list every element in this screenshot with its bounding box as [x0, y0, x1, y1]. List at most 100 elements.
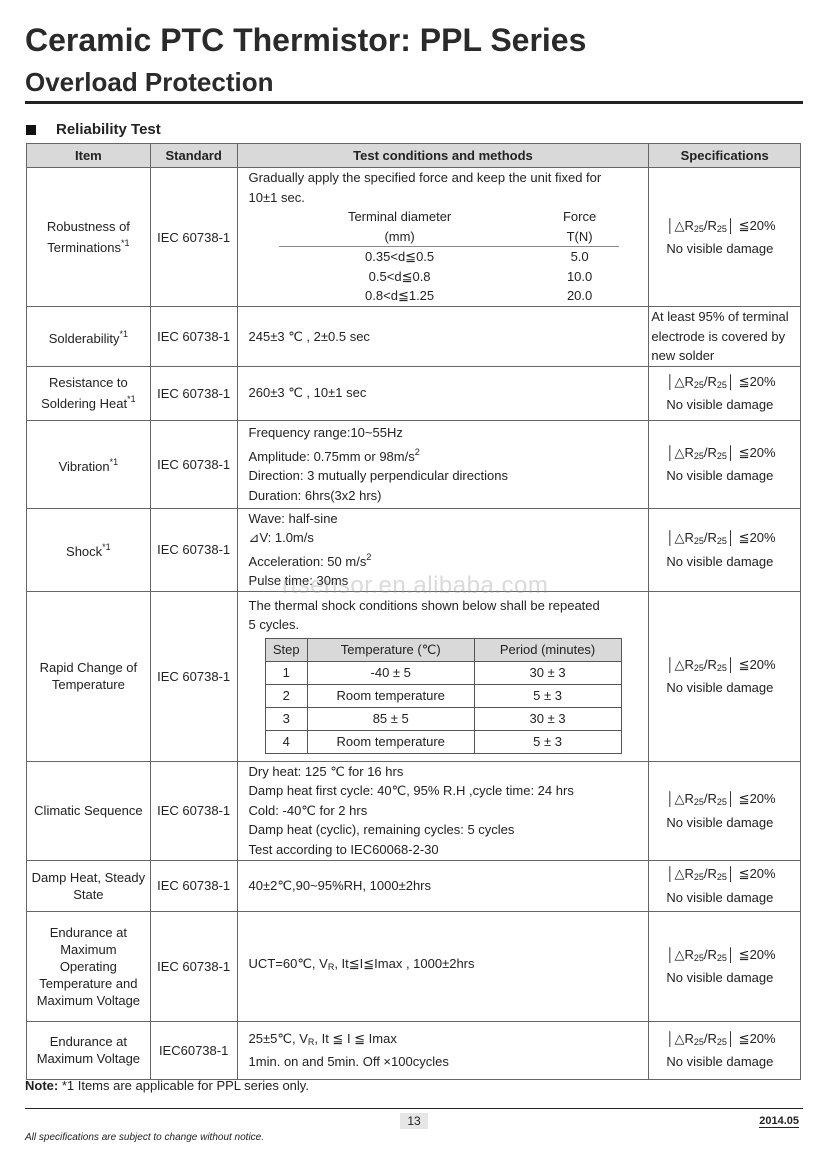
item-name: Damp Heat, Steady State	[31, 869, 146, 902]
page-subtitle: Overload Protection	[25, 67, 274, 97]
watermark: rtsensor.en.alibaba.com	[282, 572, 549, 599]
condition-line: 25±5℃, VR, It ≦ I ≦ Imax	[249, 1029, 641, 1053]
table-row: Climatic Sequence IEC 60738-1 Dry heat: 12…	[26, 760, 801, 861]
limit: ≦20%	[735, 217, 776, 233]
damage-spec: No visible damage	[666, 241, 774, 256]
condition-line: Acceleration: 50 m/s2	[249, 548, 641, 572]
delta-r: △R	[674, 791, 694, 806]
table-row: Resistance to Soldering Heat*1 IEC 60738-…	[26, 365, 801, 421]
condition-text: Duration: 6hrs(3x2 hrs)	[248, 487, 382, 503]
condition-line: Pulse time: 30ms	[249, 571, 641, 591]
table-row: Robustness of Terminations*1 IEC 60738-1 G…	[26, 167, 801, 307]
delta-r: △R	[674, 656, 694, 672]
delta-r: △R	[674, 373, 694, 389]
condition-text: 10±1 sec.	[248, 189, 305, 205]
resistance-change-spec: │△R25/R25│ ≦20%	[666, 443, 790, 467]
steps-cell: 2	[264, 683, 308, 708]
condition-line: Test according to IEC60068-2-30	[249, 840, 641, 860]
force-row: 0.5<d≦0.8 10.0	[279, 267, 619, 287]
steps-header-cell: Period (minutes)	[473, 637, 622, 662]
subscript: 25	[693, 1036, 704, 1047]
condition-line: Gradually apply the specified force and …	[249, 168, 641, 188]
force-row: 0.8<d≦1.25 20.0	[279, 286, 619, 306]
spacer	[521, 286, 541, 306]
resistance-change-spec: │△R25/R25│ ≦20%	[666, 528, 790, 552]
condition-text: 25±5℃, V	[248, 1030, 308, 1046]
abs-bar: │	[726, 791, 736, 806]
delta-r: △R	[674, 866, 694, 881]
footnote-mark: *1	[127, 394, 136, 404]
subscript: 25	[693, 797, 704, 807]
subscript: 25	[716, 872, 727, 882]
condition-line: UCT=60℃, VR, It≦I≦Imax , 1000±2hrs	[249, 954, 641, 978]
limit: ≦20%	[735, 866, 776, 881]
condition-text: 40±2℃,90~95%RH, 1000±2hrs	[248, 877, 431, 893]
condition-text: Direction: 3 mutually perpendicular dire…	[248, 468, 508, 483]
force-header-cell: T(N)	[540, 226, 619, 248]
resistance-change-spec: │△R25/R25│ ≦20%	[666, 216, 790, 240]
damage-spec: No visible damage	[666, 814, 774, 830]
test-conditions-cell: 25±5℃, VR, It ≦ I ≦ Imax 1min. on and 5mi…	[236, 1020, 650, 1080]
specifications-cell: │△R25/R25│ ≦20% No visible damage	[648, 365, 801, 421]
condition-text: Acceleration: 50 m/s	[248, 553, 367, 569]
test-conditions-cell: Gradually apply the specified force and …	[236, 167, 650, 307]
resistance-change-spec: │△R25/R25│ ≦20%	[666, 372, 790, 396]
condition-line: Direction: 3 mutually perpendicular dire…	[249, 466, 641, 486]
condition-text: Dry heat: 125 ℃ for 16 hrs	[248, 763, 404, 779]
item-cell: Damp Heat, Steady State	[26, 859, 151, 912]
abs-bar: │	[666, 866, 675, 881]
steps-row: 1 -40 ± 5 30 ± 3	[264, 660, 622, 685]
slash-r: /R	[703, 656, 717, 672]
table-header-row: Item Standard Test conditions and method…	[26, 143, 801, 168]
table-row: Shock*1 IEC 60738-1 Wave: half-sine ⊿V: 1.0…	[26, 507, 801, 592]
specifications-cell: │△R25/R25│ ≦20% No visible damage	[648, 419, 801, 509]
condition-text: 245±3 ℃ , 2±0.5 sec	[248, 328, 370, 344]
force-row: 0.35<d≦0.5 5.0	[279, 247, 619, 267]
diameter-cell: 0.8<d≦1.25	[365, 288, 435, 304]
limit: ≦20%	[735, 946, 776, 962]
steps-row: 2 Room temperature 5 ± 3	[264, 683, 622, 708]
test-conditions-cell: 245±3 ℃ , 2±0.5 sec	[236, 306, 650, 367]
subscript: R	[327, 962, 335, 973]
spacer	[520, 226, 541, 248]
condition-line: ⊿V: 1.0m/s	[249, 528, 641, 548]
standard-cell: IEC 60738-1	[149, 590, 238, 762]
item-cell: Endurance at Maximum Voltage	[26, 1020, 151, 1080]
condition-text: UCT=60℃, V	[248, 956, 328, 972]
steps-row: 4 Room temperature 5 ± 3	[264, 729, 622, 754]
abs-bar: │	[666, 946, 675, 962]
limit: ≦20%	[735, 444, 776, 460]
steps-cell: 5 ± 3	[473, 683, 622, 708]
damage-spec: No visible damage	[666, 468, 774, 483]
item-name: Shock	[66, 544, 103, 559]
abs-bar: │	[726, 444, 736, 460]
section-heading: Reliability Test	[26, 121, 161, 138]
abs-bar: │	[666, 444, 675, 460]
steps-cell: 85 ± 5	[306, 706, 475, 731]
square-bullet-icon	[26, 124, 36, 135]
test-conditions-cell: 40±2℃,90~95%RH, 1000±2hrs	[236, 859, 650, 912]
limit: ≦20%	[735, 791, 776, 806]
title-divider	[25, 101, 803, 104]
steps-cell: 30 ± 3	[473, 706, 622, 731]
test-conditions-cell: 260±3 ℃ , 10±1 sec	[236, 365, 650, 421]
item-cell: Endurance at Maximum Operating Temperatu…	[26, 910, 151, 1022]
diameter-cell: 0.5<d≦0.8	[368, 268, 431, 284]
abs-bar: │	[726, 373, 736, 389]
steps-cell: 30 ± 3	[473, 660, 622, 685]
item-name: Endurance at Maximum Operating Temperatu…	[36, 924, 141, 1008]
section-title: Reliability Test	[56, 121, 161, 138]
subscript: 25	[716, 662, 727, 673]
subscript: 25	[693, 872, 704, 882]
resistance-change-spec: │△R25/R25│ ≦20%	[666, 655, 790, 679]
delta-r: △R	[674, 946, 694, 962]
slash-r: /R	[703, 1030, 717, 1046]
reliability-test-table: Item Standard Test conditions and method…	[26, 143, 801, 1080]
spacer	[521, 207, 541, 227]
resistance-change-spec: │△R25/R25│ ≦20%	[666, 789, 790, 813]
abs-bar: │	[666, 373, 675, 389]
subscript: 25	[716, 450, 727, 461]
specifications-cell: │△R25/R25│ ≦20% No visible damage	[648, 507, 801, 592]
condition-line: 40±2℃,90~95%RH, 1000±2hrs	[249, 876, 641, 896]
abs-bar: │	[666, 791, 675, 806]
